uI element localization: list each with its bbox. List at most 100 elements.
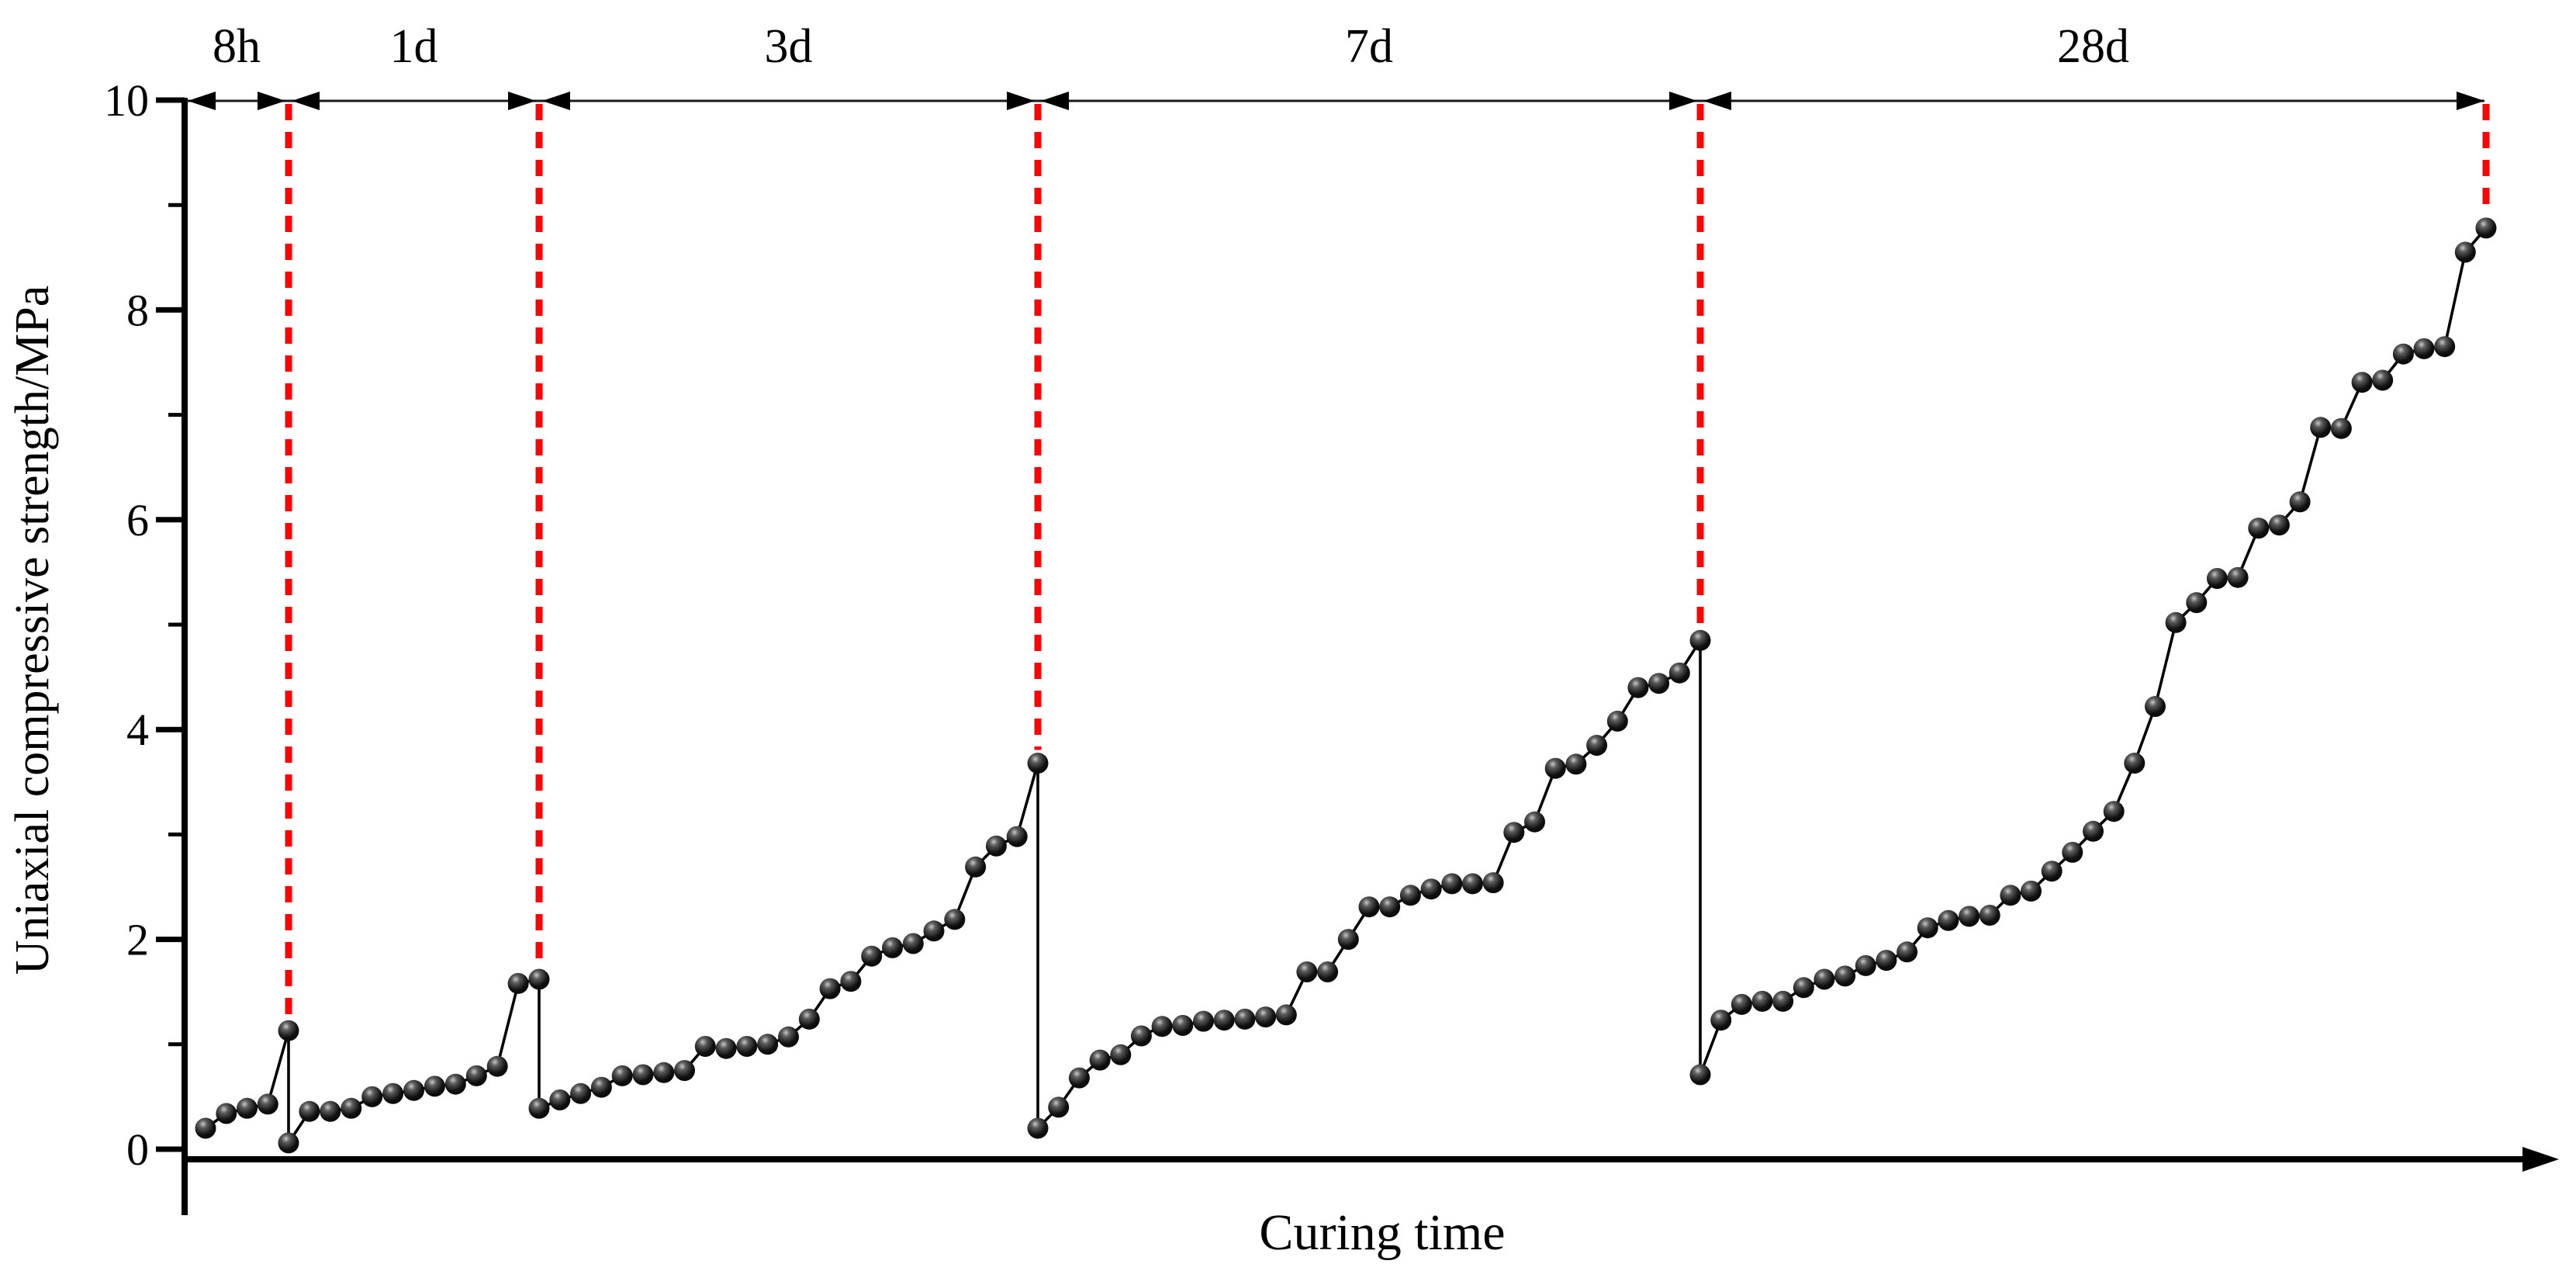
data-point-marker: [195, 1117, 216, 1139]
data-point-marker: [1876, 950, 1897, 971]
data-point-marker: [1917, 917, 1938, 939]
data-point-marker: [549, 1089, 571, 1110]
data-point-marker: [2103, 801, 2125, 823]
data-point-marker: [2021, 880, 2042, 902]
data-point-marker: [1337, 929, 1359, 951]
data-point-marker: [590, 1076, 612, 1098]
data-point-marker: [632, 1064, 654, 1086]
data-point-marker: [341, 1097, 362, 1119]
data-point-marker: [2186, 592, 2208, 614]
stage-arrowhead-icon: [542, 92, 570, 110]
y-tick-label: 2: [126, 915, 149, 965]
data-point-marker: [736, 1036, 758, 1057]
stage-label: 8h: [213, 20, 261, 73]
data-point-marker: [1172, 1015, 1194, 1036]
stage-arrowhead-icon: [1703, 92, 1731, 110]
data-point-marker: [2351, 372, 2373, 393]
data-point-marker: [1897, 941, 1918, 963]
data-point-marker: [278, 1020, 299, 1041]
data-point-marker: [1565, 753, 1587, 775]
data-point-marker: [2041, 861, 2063, 882]
data-point-marker: [2289, 491, 2311, 513]
data-point-marker: [757, 1034, 779, 1055]
data-point-marker: [1689, 629, 1711, 651]
data-point-marker: [2310, 417, 2332, 438]
data-point-marker: [798, 1008, 820, 1030]
data-point-marker: [320, 1100, 341, 1122]
data-point-marker: [1772, 990, 1794, 1012]
data-point-marker: [1110, 1044, 1132, 1065]
stage-arrowhead-icon: [508, 92, 536, 110]
data-point-marker: [2206, 568, 2228, 589]
data-point-marker: [1938, 909, 1959, 931]
data-point-marker: [1834, 965, 1856, 987]
data-point-marker: [1648, 673, 1670, 694]
data-point-marker: [2062, 841, 2083, 863]
data-point-marker: [2413, 338, 2435, 359]
data-point-marker: [840, 971, 862, 992]
data-point-marker: [237, 1097, 258, 1119]
y-tick-label: 0: [126, 1124, 149, 1175]
stage-label: 3d: [765, 20, 813, 73]
data-point-marker: [861, 945, 883, 967]
data-point-marker: [611, 1065, 633, 1086]
data-point-marker: [1689, 1064, 1711, 1086]
data-point-marker: [1420, 878, 1442, 900]
data-point-marker: [1068, 1067, 1090, 1089]
data-point-marker: [2268, 514, 2290, 536]
data-point-marker: [1979, 905, 2000, 926]
data-point-marker: [1358, 896, 1380, 918]
data-point-marker: [528, 968, 550, 990]
data-point-marker: [2475, 217, 2497, 239]
data-point-marker: [819, 978, 841, 999]
data-point-marker: [1193, 1010, 1214, 1032]
data-point-marker: [2227, 566, 2249, 588]
data-point-marker: [1793, 977, 1814, 999]
data-point-marker: [1503, 822, 1525, 843]
data-point-marker: [1089, 1049, 1111, 1071]
data-point-marker: [2434, 336, 2456, 358]
data-point-marker: [2454, 241, 2476, 263]
data-point-marker: [902, 933, 924, 954]
data-point-marker: [882, 937, 903, 958]
data-point-marker: [1317, 961, 1339, 982]
data-point-marker: [465, 1065, 487, 1086]
data-point-marker: [2372, 369, 2394, 391]
data-point-marker: [424, 1075, 445, 1097]
data-point-marker: [1151, 1016, 1173, 1037]
data-point-marker: [1606, 710, 1628, 732]
data-point-marker: [1275, 1004, 1297, 1026]
data-point-marker: [528, 1097, 550, 1119]
data-point-marker: [653, 1062, 675, 1083]
data-point-marker: [278, 1132, 299, 1154]
y-tick-label: 4: [126, 705, 149, 755]
stage-label: 28d: [2057, 20, 2129, 73]
x-axis-arrowhead-icon: [2522, 1147, 2559, 1172]
data-point-marker: [1544, 757, 1566, 779]
data-point-marker: [1461, 873, 1483, 895]
data-point-marker: [1627, 677, 1649, 698]
data-point-marker: [2165, 611, 2187, 633]
data-point-marker: [1751, 990, 1773, 1012]
data-point-marker: [985, 835, 1007, 857]
data-point-marker: [1441, 873, 1463, 895]
data-point-marker: [1379, 896, 1401, 918]
data-point-marker: [382, 1082, 404, 1104]
data-point-marker: [299, 1100, 320, 1122]
data-point-marker: [1006, 826, 1028, 847]
stage-arrowhead-icon: [2457, 92, 2484, 110]
data-point-marker: [1213, 1010, 1235, 1031]
data-point-marker: [2124, 753, 2146, 774]
x-axis-title: Curing time: [1259, 1204, 1505, 1261]
data-point-marker: [1027, 1117, 1049, 1139]
data-point-marker: [2145, 696, 2166, 717]
data-point-marker: [216, 1103, 237, 1124]
stage-arrowhead-icon: [1007, 92, 1035, 110]
data-point-marker: [1959, 906, 1980, 927]
stage-arrowhead-icon: [258, 92, 285, 110]
data-point-marker: [2330, 417, 2352, 439]
data-point-marker: [1048, 1096, 1070, 1118]
stage-arrowhead-icon: [1041, 92, 1069, 110]
stage-arrowhead-icon: [1669, 92, 1697, 110]
